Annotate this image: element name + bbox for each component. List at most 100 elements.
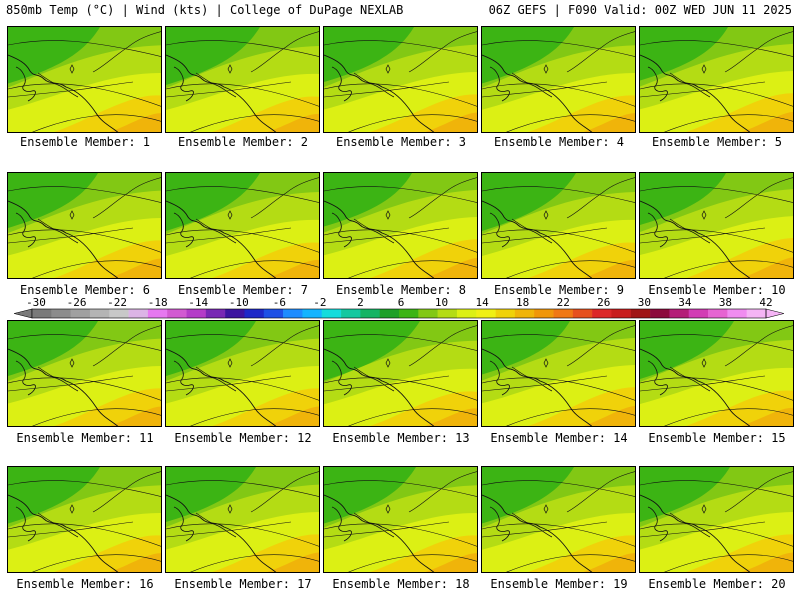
colorbar-swatch bbox=[418, 309, 438, 318]
ensemble-member-label: Ensemble Member: 2 bbox=[177, 135, 309, 149]
colorbar-tick-label: -10 bbox=[229, 296, 249, 309]
colorbar-swatch bbox=[186, 309, 207, 318]
temperature-map bbox=[8, 27, 161, 132]
colorbar-swatch bbox=[727, 309, 747, 318]
temperature-map bbox=[324, 321, 477, 426]
colorbar-swatch bbox=[650, 309, 670, 318]
ensemble-map-panel bbox=[481, 26, 636, 133]
temperature-map bbox=[324, 467, 477, 572]
colorbar-swatch bbox=[572, 309, 593, 318]
ensemble-map-panel bbox=[481, 320, 636, 427]
temperature-map bbox=[166, 27, 319, 132]
ensemble-map-panel bbox=[7, 320, 162, 427]
colorbar-swatch bbox=[51, 309, 71, 318]
colorbar-swatch bbox=[456, 309, 477, 318]
ensemble-member-label: Ensemble Member: 1 bbox=[19, 135, 151, 149]
colorbar-swatch bbox=[32, 309, 52, 318]
colorbar-swatch bbox=[283, 309, 303, 318]
colorbar-swatch bbox=[708, 309, 728, 318]
colorbar-swatch bbox=[495, 309, 516, 318]
ensemble-member-label: Ensemble Member: 15 bbox=[648, 431, 786, 445]
colorbar-swatch bbox=[89, 309, 110, 318]
colorbar-swatch bbox=[746, 309, 767, 318]
ensemble-member-label: Ensemble Member: 14 bbox=[490, 431, 628, 445]
colorbar-tick-label: -30 bbox=[26, 296, 46, 309]
colorbar-tick-label: -22 bbox=[107, 296, 127, 309]
colorbar-right-arrow bbox=[765, 308, 784, 319]
ensemble-map-panel bbox=[639, 26, 794, 133]
ensemble-member-label: Ensemble Member: 8 bbox=[335, 283, 467, 297]
ensemble-member-label: Ensemble Member: 6 bbox=[19, 283, 151, 297]
colorbar-swatch bbox=[302, 309, 323, 318]
ensemble-map-panel bbox=[639, 172, 794, 279]
ensemble-map-panel bbox=[323, 320, 478, 427]
ensemble-member-label: Ensemble Member: 20 bbox=[648, 577, 786, 591]
colorbar-tick-label: -2 bbox=[313, 296, 326, 309]
colorbar-swatch bbox=[360, 309, 380, 318]
ensemble-map-panel bbox=[639, 320, 794, 427]
colorbar-swatch bbox=[611, 309, 632, 318]
colorbar-swatch bbox=[109, 309, 129, 318]
colorbar-tick-label: -14 bbox=[188, 296, 208, 309]
colorbar-swatch bbox=[553, 309, 574, 318]
colorbar-tick-label: 26 bbox=[597, 296, 610, 309]
colorbar-tick-label: -18 bbox=[148, 296, 168, 309]
ensemble-map-panel bbox=[481, 172, 636, 279]
temperature-map bbox=[8, 321, 161, 426]
ensemble-member-label: Ensemble Member: 18 bbox=[332, 577, 470, 591]
colorbar-swatch bbox=[514, 309, 535, 318]
colorbar-swatch bbox=[263, 309, 284, 318]
ensemble-member-label: Ensemble Member: 13 bbox=[332, 431, 470, 445]
ensemble-map-panel bbox=[7, 466, 162, 573]
colorbar-tick-label: 42 bbox=[759, 296, 772, 309]
ensemble-map-panel bbox=[7, 172, 162, 279]
colorbar-swatch bbox=[669, 309, 690, 318]
ensemble-member-label: Ensemble Member: 12 bbox=[174, 431, 312, 445]
colorbar-tick-label: 30 bbox=[638, 296, 651, 309]
colorbar-swatch bbox=[630, 309, 651, 318]
colorbar-tick-label: 2 bbox=[357, 296, 364, 309]
temperature-map bbox=[166, 173, 319, 278]
colorbar-tick-label: 14 bbox=[475, 296, 489, 309]
colorbar-tick-label: 6 bbox=[398, 296, 405, 309]
ensemble-member-label: Ensemble Member: 3 bbox=[335, 135, 467, 149]
ensemble-member-label: Ensemble Member: 7 bbox=[177, 283, 309, 297]
temperature-map bbox=[640, 173, 793, 278]
colorbar-swatch bbox=[147, 309, 168, 318]
colorbar-tick-label: 10 bbox=[435, 296, 448, 309]
ensemble-member-label: Ensemble Member: 16 bbox=[16, 577, 154, 591]
map-title: 850mb Temp (°C) | Wind (kts) | College o… bbox=[6, 3, 404, 17]
ensemble-map-panel bbox=[639, 466, 794, 573]
colorbar-swatch bbox=[70, 309, 91, 318]
colorbar-swatch bbox=[225, 309, 245, 318]
colorbar-tick-label: -26 bbox=[67, 296, 87, 309]
ensemble-member-label: Ensemble Member: 10 bbox=[648, 283, 786, 297]
colorbar-swatch bbox=[128, 309, 149, 318]
colorbar-swatch bbox=[379, 309, 400, 318]
temperature-map bbox=[166, 467, 319, 572]
temperature-map bbox=[640, 467, 793, 572]
temperature-map bbox=[482, 467, 635, 572]
colorbar-tick-label: 22 bbox=[557, 296, 570, 309]
temperature-colorbar: -30 -26 -22 -18 -14 -10 -6 -2 2 6 10 14 18 22 26 30 34 38… bbox=[14, 296, 784, 319]
colorbar-swatch bbox=[205, 309, 226, 318]
colorbar-left-arrow bbox=[14, 308, 33, 319]
temperature-map bbox=[482, 173, 635, 278]
temperature-map bbox=[640, 321, 793, 426]
ensemble-map-panel bbox=[323, 172, 478, 279]
colorbar-swatch bbox=[534, 309, 554, 318]
temperature-map bbox=[640, 27, 793, 132]
temperature-map bbox=[482, 27, 635, 132]
colorbar-swatch bbox=[592, 309, 612, 318]
colorbar-tick-label: 18 bbox=[516, 296, 529, 309]
colorbar-tick-label: -6 bbox=[273, 296, 286, 309]
ensemble-member-label: Ensemble Member: 9 bbox=[493, 283, 625, 297]
ensemble-map-panel bbox=[165, 172, 320, 279]
colorbar-swatch bbox=[341, 309, 361, 318]
ensemble-map-panel bbox=[165, 26, 320, 133]
temperature-map bbox=[8, 173, 161, 278]
ensemble-map-panel bbox=[323, 466, 478, 573]
colorbar-swatch bbox=[244, 309, 265, 318]
colorbar-swatch bbox=[688, 309, 709, 318]
ensemble-member-label: Ensemble Member: 17 bbox=[174, 577, 312, 591]
